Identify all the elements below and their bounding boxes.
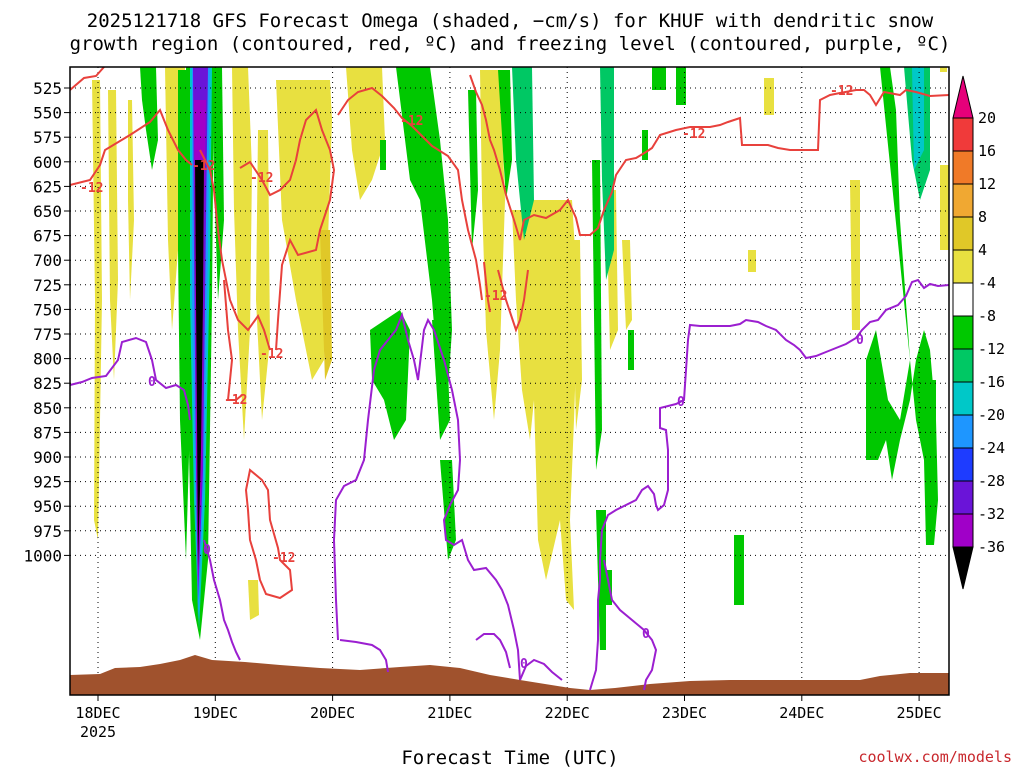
y-tick-label: 825 (33, 374, 62, 393)
x-year-label: 2025 (80, 723, 116, 741)
colorbar-tick-label: -32 (978, 505, 1005, 523)
dgz-label: -12 (224, 393, 247, 408)
y-tick-label: 575 (33, 128, 62, 147)
dgz-label: -12 (682, 127, 705, 142)
colorbar-swatch (952, 117, 974, 152)
contour-labels: -12 -12 -12 -12 -12 -12 -12 -12 -12 -12 … (80, 84, 864, 672)
y-tick-label: 750 (33, 300, 62, 319)
credit-text: coolwx.com/models (858, 748, 1012, 766)
colorbar-swatch (952, 216, 974, 251)
chart-title-line-1: 2025121718 GFS Forecast Omega (shaded, −… (87, 10, 934, 32)
colorbar-swatch (952, 183, 974, 218)
y-tick-label: 875 (33, 423, 62, 442)
y-tick-label: 700 (33, 251, 62, 270)
x-tick-label: 18DEC (75, 704, 120, 722)
dgz-label: -12 (250, 171, 273, 186)
y-axis: 525 550 575 600 625 650 675 700 725 750 775 800 825 8… (23, 79, 70, 565)
colorbar-swatch (952, 480, 974, 515)
colorbar-tick-label: -24 (978, 439, 1005, 457)
colorbar-swatch (952, 513, 974, 548)
y-tick-label: 650 (33, 202, 62, 221)
colorbar-swatch (952, 447, 974, 482)
x-tick-label: 21DEC (427, 704, 472, 722)
colorbar-swatch (952, 348, 974, 383)
x-tick-label: 23DEC (662, 704, 707, 722)
freezing-label: 0 (203, 543, 211, 558)
colorbar-swatch (952, 150, 974, 185)
colorbar-swatch (952, 249, 974, 284)
colorbar-swatch (952, 414, 974, 449)
colorbar-tick-label: -16 (978, 373, 1005, 391)
x-tick-label: 20DEC (310, 704, 355, 722)
freezing-label: 0 (856, 333, 864, 348)
y-tick-label: 600 (33, 153, 62, 172)
y-tick-label: 900 (33, 448, 62, 467)
dgz-label: -12 (400, 114, 423, 129)
y-tick-label: 775 (33, 325, 62, 344)
colorbar-swatch (952, 315, 974, 350)
colorbar-tick-label: -4 (978, 274, 996, 292)
chart-title-line-2: growth region (contoured, red, ºC) and f… (70, 33, 951, 55)
y-tick-label: 850 (33, 399, 62, 418)
y-tick-label: 950 (33, 497, 62, 516)
y-tick-label: 925 (33, 473, 62, 492)
colorbar-bottom-arrow (952, 546, 974, 590)
dgz-label: -12 (272, 551, 295, 566)
colorbar-top-arrow (952, 75, 974, 119)
colorbar-tick-label: -12 (978, 340, 1005, 358)
dgz-label: -12 (484, 289, 507, 304)
y-tick-label: 675 (33, 227, 62, 246)
colorbar-swatch (952, 381, 974, 416)
dgz-label: -12 (80, 181, 103, 196)
x-axis-label: Forecast Time (UTC) (401, 747, 618, 768)
freezing-label: 0 (642, 627, 650, 642)
colorbar-tick-label: 4 (978, 241, 987, 259)
y-tick-label: 975 (33, 522, 62, 541)
dgz-label: -12 (192, 159, 215, 174)
colorbar-tick-label: -28 (978, 472, 1005, 490)
colorbar-tick-label: 8 (978, 208, 987, 226)
y-tick-label: 725 (33, 276, 62, 295)
colorbar-tick-label: 20 (978, 109, 996, 127)
freezing-level-contours (69, 278, 950, 691)
y-tick-label: 1000 (23, 546, 62, 565)
x-tick-label: 24DEC (779, 704, 824, 722)
freezing-label: 0 (148, 375, 156, 390)
x-tick-label: 19DEC (193, 704, 238, 722)
freezing-label: 0 (677, 395, 685, 410)
colorbar-tick-label: 12 (978, 175, 996, 193)
colorbar-swatch (952, 282, 974, 317)
colorbar-tick-label: -8 (978, 307, 996, 325)
dgz-label: -12 (260, 347, 283, 362)
colorbar-tick-label: -20 (978, 406, 1005, 424)
x-tick-label: 25DEC (897, 704, 942, 722)
y-tick-label: 625 (33, 177, 62, 196)
terrain (70, 655, 949, 695)
colorbar-tick-label: 16 (978, 142, 996, 160)
y-tick-label: 525 (33, 79, 62, 98)
y-tick-label: 800 (33, 350, 62, 369)
plot-frame (69, 66, 950, 696)
colorbar-tick-label: -36 (978, 538, 1005, 556)
x-tick-label: 22DEC (545, 704, 590, 722)
y-tick-label: 550 (33, 104, 62, 123)
x-axis: 18DEC 19DEC 20DEC 21DEC 22DEC 23DEC 24DEC 25DEC (75, 695, 942, 722)
dgz-label: -12 (830, 84, 853, 99)
freezing-label: 0 (520, 657, 528, 672)
dgz-contours (69, 66, 950, 600)
colorbar: 20 16 12 8 4 -4 -8 -12 -16 -20 -24 -28 -32 -36 (952, 75, 1005, 590)
plot-area: -12 -12 -12 -12 -12 -12 -12 -12 -12 -12 … (69, 66, 950, 696)
